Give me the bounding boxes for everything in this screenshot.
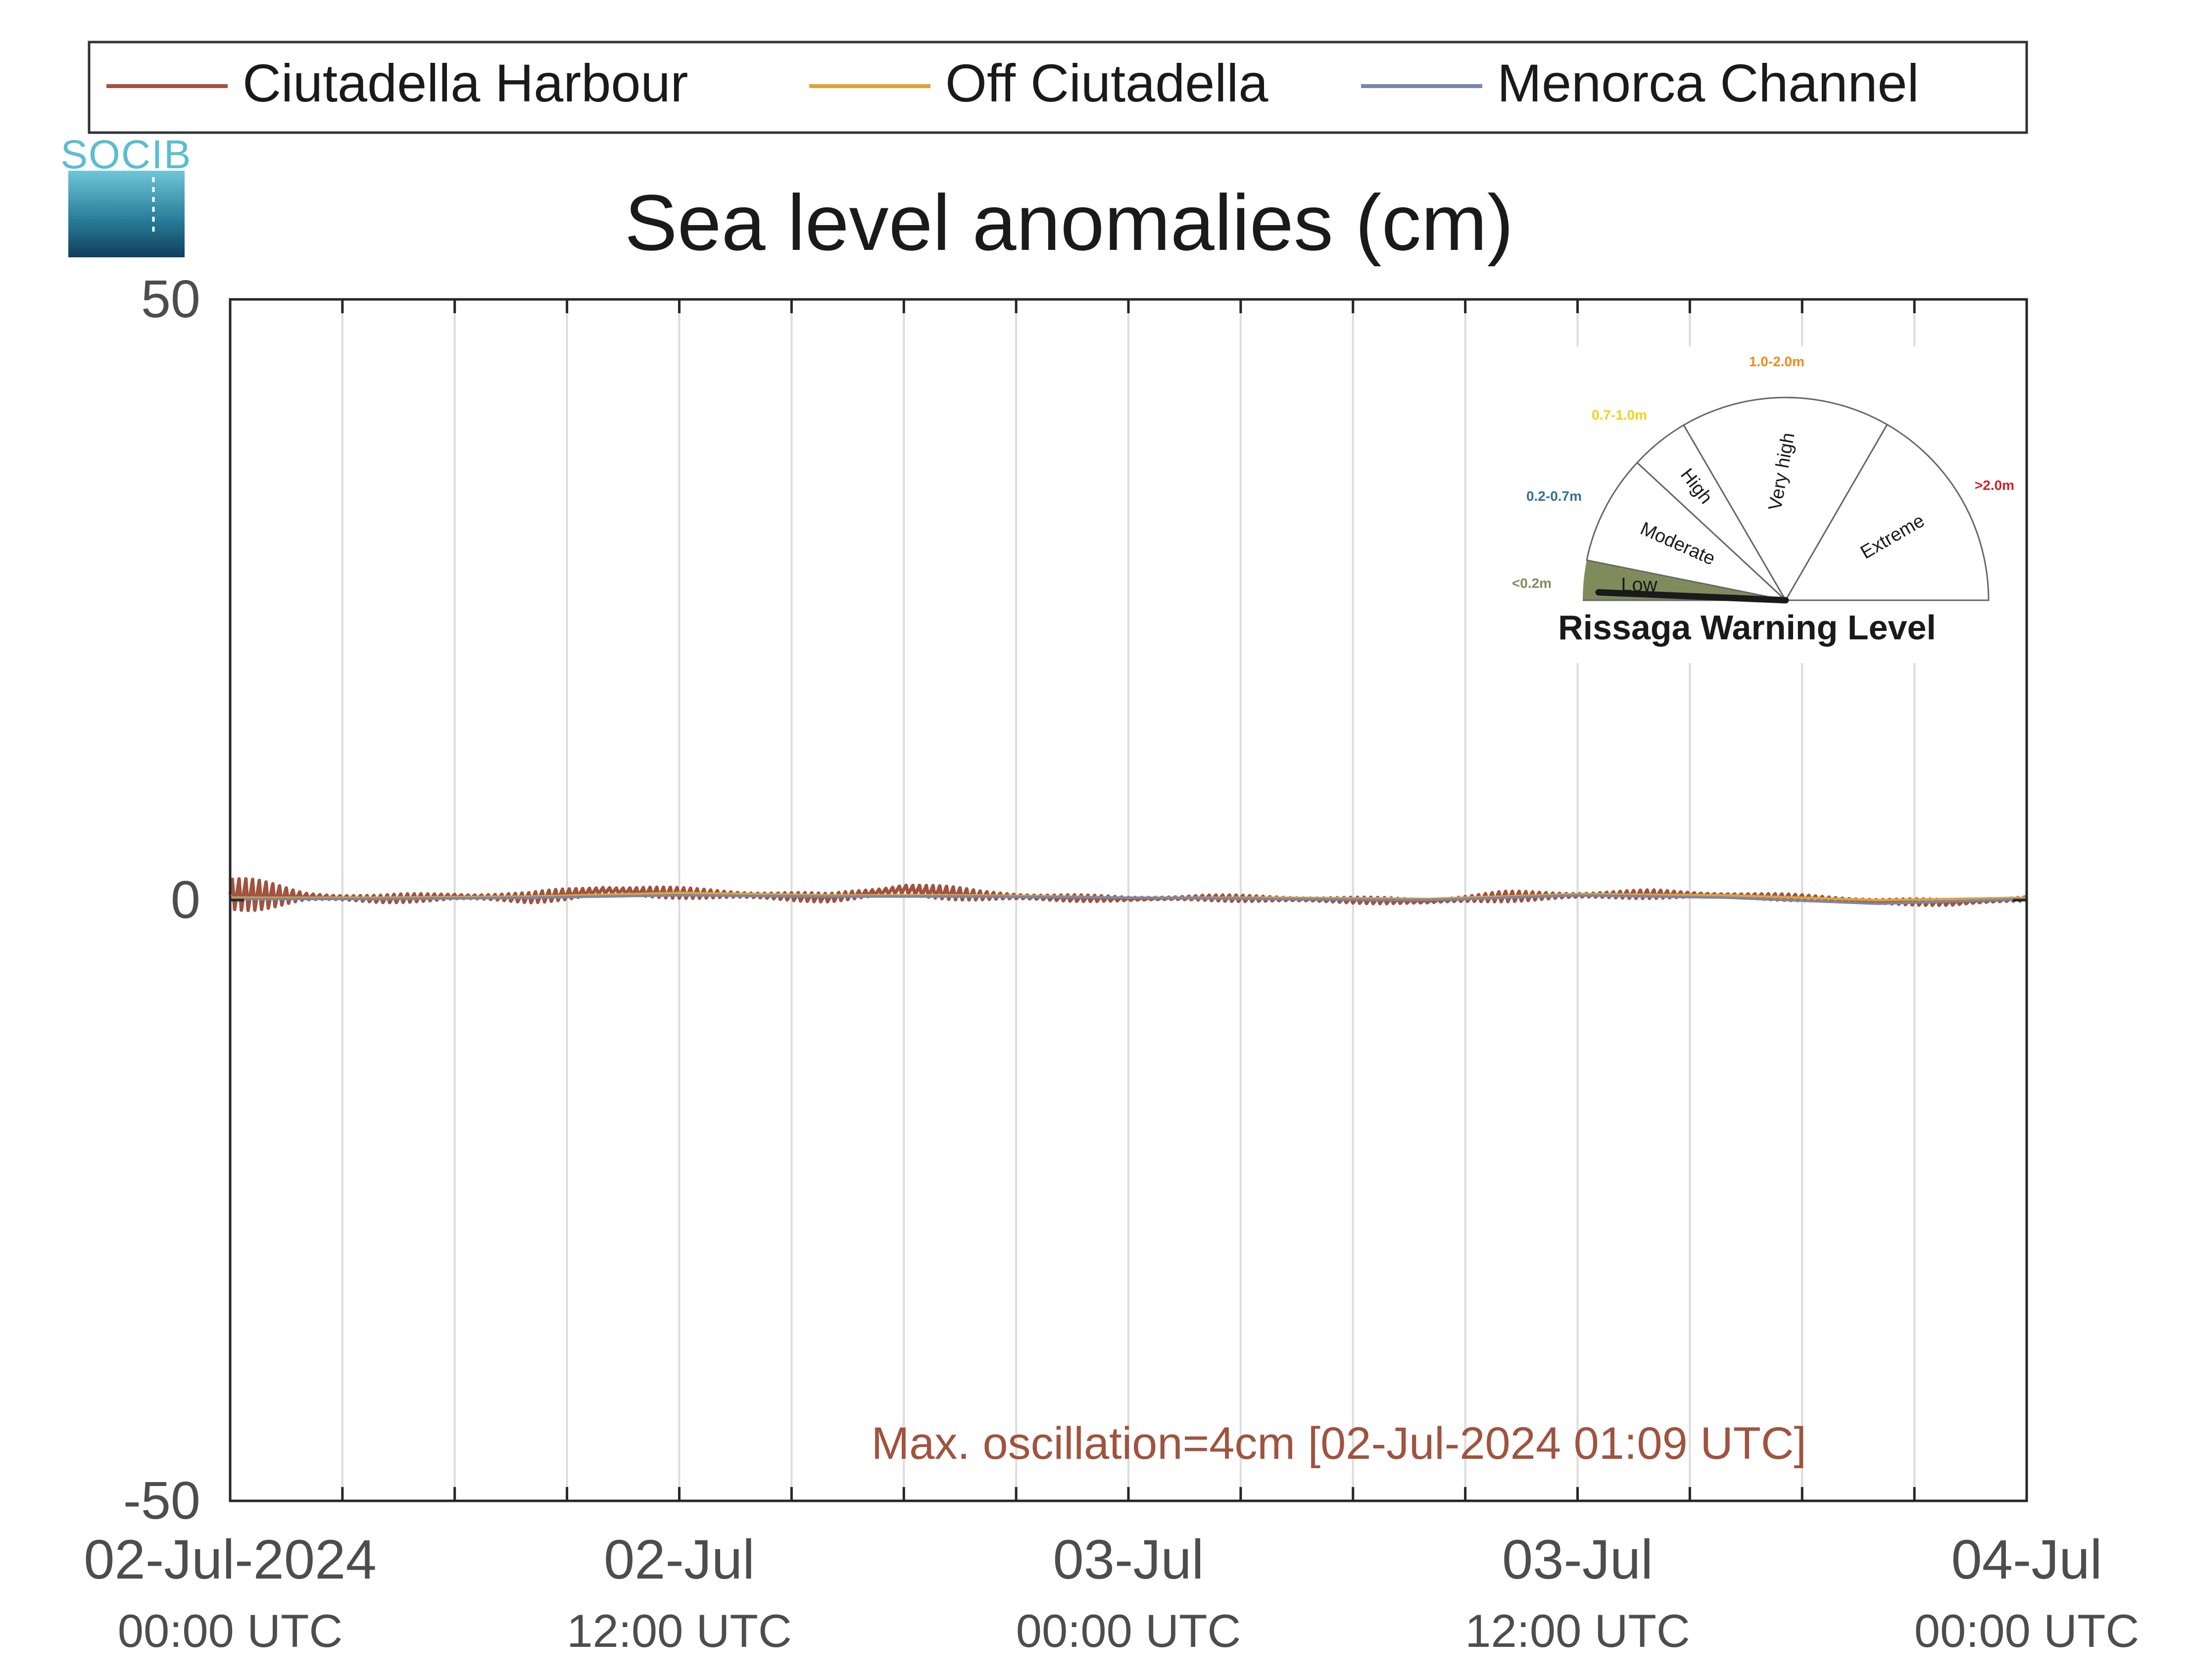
gauge-title: Rissaga Warning Level: [1558, 608, 1936, 647]
legend: Ciutadella Harbour Off Ciutadella Menorc…: [88, 41, 2028, 134]
rissaga-warning-gauge: Low Moderate High Very high Extreme <0.2…: [1505, 346, 2014, 663]
gauge-range-moderate: 0.2-0.7m: [1526, 488, 1582, 504]
chart-title: Sea level anomalies (cm): [625, 178, 1513, 267]
legend-label-menorca-channel: Menorca Channel: [1497, 53, 1919, 113]
x-tick-marks: [229, 299, 2028, 1501]
socib-logo-graphic: [68, 171, 185, 257]
gauge-sector-extreme: [1784, 423, 1990, 601]
max-oscillation-annotation: Max. oscillation=4cm [02-Jul-2024 01:09 …: [872, 1418, 1806, 1469]
series-lines: [228, 877, 2029, 912]
gauge-sector-moderate: [1586, 461, 1788, 602]
gauge-range-very-high: 1.0-2.0m: [1749, 354, 1804, 369]
x-tick-label-time: 00:00 UTC: [1016, 1605, 1241, 1657]
x-tick-label-date: 03-Jul: [1502, 1529, 1653, 1590]
x-tick-label-time: 00:00 UTC: [1914, 1605, 2140, 1657]
y-tick-label: 50: [141, 269, 200, 329]
x-tick-label-date: 03-Jul: [1053, 1529, 1204, 1590]
y-tick-labels: 50 0 -50: [123, 269, 2027, 1530]
series-line-menorca-channel: [230, 894, 2027, 905]
gauge-range-low: <0.2m: [1512, 576, 1552, 591]
legend-label-off-ciutadella: Off Ciutadella: [945, 53, 1268, 113]
legend-frame: [88, 41, 2028, 134]
gauge-needle: [1595, 589, 1789, 604]
gauge-sector-very-high: [1682, 396, 1889, 602]
gauge-range-high: 0.7-1.0m: [1592, 407, 1647, 423]
socib-logo: SOCIB: [60, 132, 192, 257]
x-tick-label-time: 12:00 UTC: [1465, 1605, 1690, 1657]
y-tick-label: -50: [123, 1470, 200, 1530]
x-tick-labels: 02-Jul-2024 00:00 UTC 02-Jul 12:00 UTC 03-Ju…: [84, 1529, 2139, 1657]
x-tick-label-date: 02-Jul: [604, 1529, 755, 1590]
x-tick-label-date: 02-Jul-2024: [84, 1529, 377, 1590]
x-tick-label-date: 04-Jul: [1951, 1529, 2102, 1590]
x-tick-label-time: 12:00 UTC: [567, 1605, 792, 1657]
socib-logo-text: SOCIB: [60, 132, 192, 177]
y-tick-label: 0: [171, 869, 200, 929]
gauge-range-extreme: >2.0m: [1975, 478, 2014, 493]
legend-label-ciutadella-harbour: Ciutadella Harbour: [243, 53, 688, 113]
x-tick-label-time: 00:00 UTC: [118, 1605, 343, 1657]
gauge-label-low: Low: [1621, 574, 1657, 596]
